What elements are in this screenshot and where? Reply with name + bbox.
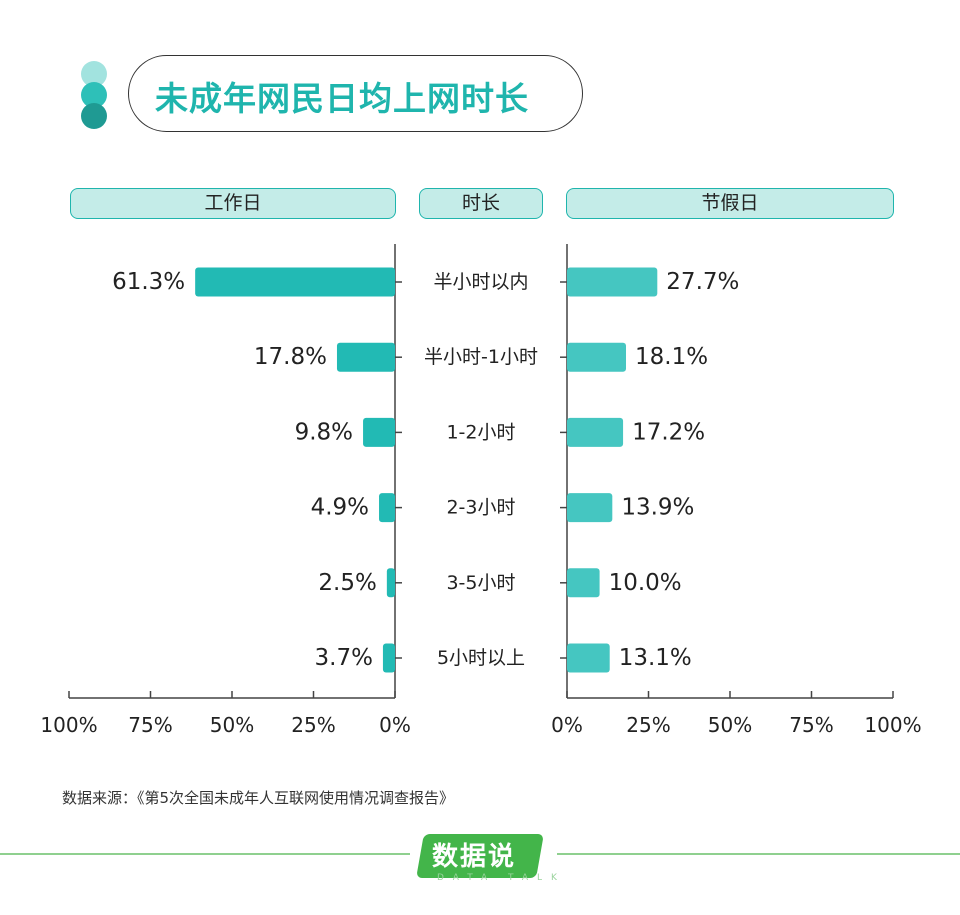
right-x-tick-label: 75% [789,713,833,737]
bar-holiday [567,267,658,297]
header-duration: 时长 [419,188,543,219]
category-label: 半小时以内 [433,271,528,293]
brand-logo-text: 数据说 [432,842,517,872]
left-x-tick-label: 25% [291,713,335,737]
left-x-tick-label: 0% [379,713,411,737]
category-label: 1-2小时 [446,421,515,443]
data-label-workday: 3.7% [315,645,373,671]
header-holiday: 节假日 [566,188,894,219]
bar-workday [363,417,395,447]
title-pill [128,55,583,132]
right-x-tick-label: 0% [551,713,583,737]
data-label-workday: 4.9% [311,495,369,521]
data-label-workday: 61.3% [112,269,185,295]
bar-workday [336,342,395,372]
left-x-tick-label: 50% [210,713,254,737]
header-workday: 工作日 [70,188,396,219]
data-label-holiday: 17.2% [632,419,705,445]
page-title: 未成年网民日均上网时长 [155,79,529,118]
right-x-tick-label: 100% [864,713,921,737]
data-label-workday: 17.8% [254,344,327,370]
category-label: 5小时以上 [437,647,525,669]
category-label: 3-5小时 [446,572,515,594]
bar-holiday [567,417,624,447]
footer-line-left [0,853,410,855]
data-label-workday: 2.5% [318,570,376,596]
left-x-tick-label: 75% [128,713,172,737]
butterfly-bar-chart: 100% 75% 50% 25% 0% 0% 25% 50% 75% 100% 61.3% 27.7%… [40,244,922,737]
right-x-tick-label: 50% [708,713,752,737]
bar-workday [386,568,395,598]
bar-workday [382,643,395,673]
data-label-holiday: 13.9% [621,495,694,521]
category-label: 2-3小时 [446,497,515,519]
category-label: 半小时-1小时 [424,346,538,368]
data-label-workday: 9.8% [295,419,353,445]
left-x-tick-label: 100% [40,713,97,737]
brand-logo-subtext: DATA TALK [437,873,566,883]
data-label-holiday: 10.0% [609,570,682,596]
bar-holiday [567,643,610,673]
source-note: 数据来源：《第5次全国未成年人互联网使用情况调查报告》 [62,789,455,807]
footer-line-right [557,853,960,855]
bar-workday [195,267,395,297]
bar-holiday [567,493,613,523]
data-label-holiday: 27.7% [666,269,739,295]
data-label-holiday: 13.1% [619,645,692,671]
bar-holiday [567,342,627,372]
bar-workday [379,493,395,523]
bar-holiday [567,568,600,598]
title-dot-dark [81,103,107,129]
right-x-tick-label: 25% [626,713,670,737]
data-label-holiday: 18.1% [635,344,708,370]
